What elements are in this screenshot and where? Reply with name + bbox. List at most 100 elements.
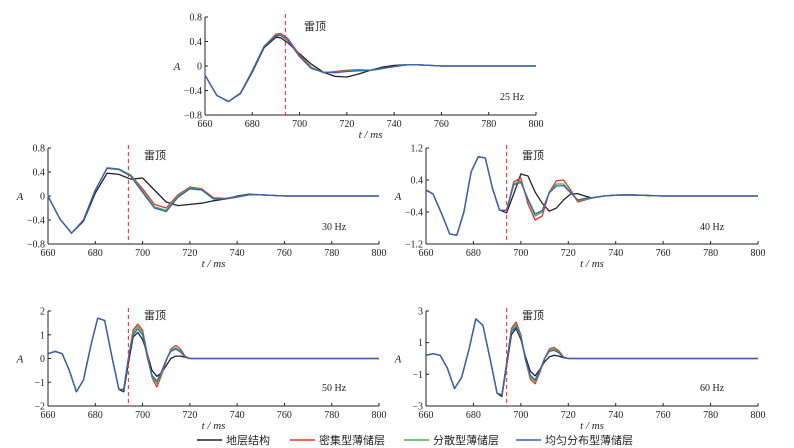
series-line-1	[47, 317, 379, 393]
series-line-3	[425, 318, 758, 396]
marker-annotation: 雷顶	[304, 20, 326, 33]
x-tick-label: 720	[182, 248, 197, 259]
x-tick-label: 660	[419, 410, 434, 421]
x-tick-label: 760	[277, 410, 292, 421]
x-tick-label: 680	[88, 410, 103, 421]
x-tick-label: 700	[292, 119, 307, 130]
x-tick-label: 760	[277, 248, 292, 259]
x-tick-label: 740	[608, 248, 623, 259]
x-tick-label: 680	[88, 248, 103, 259]
series-line-0	[204, 36, 536, 103]
x-axis-label: t / ms	[359, 129, 383, 141]
x-tick-label: 660	[41, 410, 56, 421]
x-tick-label: 760	[656, 248, 671, 259]
y-tick-label: 2	[40, 307, 45, 318]
marker-annotation: 雷顶	[522, 309, 544, 322]
series-line-3	[47, 167, 379, 234]
x-tick-label: 760	[434, 119, 449, 130]
legend-label-2: 分散型薄储层	[433, 433, 499, 447]
y-tick-label: −0.4	[405, 208, 423, 219]
series-line-3	[425, 156, 758, 236]
x-tick-label: 780	[324, 410, 339, 421]
x-axis-label: t / ms	[580, 258, 604, 270]
chart-panel-0: 660 680 700 720 740 760 780 800 −0.8 −0.4 0 0.4 0.8 t…	[173, 13, 544, 142]
y-axis-label: A	[16, 191, 24, 203]
x-axis-label: t / ms	[202, 258, 226, 270]
y-tick-label: 1.2	[411, 144, 424, 155]
chart-panel-1: 660 680 700 720 740 760 780 800 −0.8 −0.4 0 0.4 0.8 t…	[16, 144, 387, 271]
x-tick-label: 740	[230, 248, 245, 259]
legend: 地层结构 密集型薄储层 分散型薄储层 均匀分布型薄储层	[197, 433, 633, 447]
y-tick-label: 3	[418, 307, 423, 318]
x-axis-label: t / ms	[202, 420, 226, 432]
y-tick-label: 0.8	[33, 144, 46, 155]
y-tick-label: −3	[412, 402, 423, 413]
x-tick-label: 700	[135, 248, 150, 259]
y-tick-label: 0.4	[190, 37, 203, 48]
x-tick-label: 780	[481, 119, 496, 130]
y-tick-label: −0.4	[27, 216, 45, 227]
x-tick-label: 720	[561, 410, 576, 421]
y-tick-label: 0.8	[190, 13, 203, 24]
frequency-label: 40 Hz	[700, 222, 725, 233]
marker-annotation: 雷顶	[144, 309, 166, 322]
y-tick-label: 0	[197, 62, 202, 73]
frequency-label: 60 Hz	[700, 383, 725, 394]
x-tick-label: 800	[751, 410, 766, 421]
marker-annotation: 雷顶	[522, 149, 544, 162]
x-tick-label: 800	[372, 248, 387, 259]
x-tick-label: 780	[703, 410, 718, 421]
x-tick-label: 660	[198, 119, 213, 130]
x-tick-label: 740	[230, 410, 245, 421]
frequency-label: 30 Hz	[322, 222, 347, 233]
x-tick-label: 680	[466, 248, 481, 259]
x-tick-label: 760	[656, 410, 671, 421]
frequency-label: 25 Hz	[500, 92, 525, 103]
legend-label-1: 密集型薄储层	[319, 433, 385, 447]
x-tick-label: 780	[703, 248, 718, 259]
x-tick-label: 700	[135, 410, 150, 421]
x-tick-label: 780	[324, 248, 339, 259]
x-tick-label: 740	[387, 119, 402, 130]
y-tick-label: −1.2	[405, 240, 423, 251]
y-tick-label: −0.8	[27, 240, 45, 251]
series-line-3	[204, 34, 536, 103]
x-tick-label: 800	[372, 410, 387, 421]
y-tick-label: −1	[34, 378, 45, 389]
series-line-0	[47, 317, 379, 393]
x-tick-label: 700	[513, 248, 528, 259]
x-tick-label: 720	[339, 119, 354, 130]
y-tick-label: 1	[418, 338, 423, 349]
legend-label-0: 地层结构	[226, 433, 270, 447]
frequency-label: 50 Hz	[322, 383, 347, 394]
y-tick-label: −0.4	[184, 86, 202, 97]
chart-panel-2: 660 680 700 720 740 760 780 800 −1.2 −0.4 0.4 1.2 t …	[394, 144, 766, 271]
y-tick-label: 0.4	[33, 168, 46, 179]
x-tick-label: 680	[245, 119, 260, 130]
chart-panels: 660 680 700 720 740 760 780 800 −0.8 −0.4 0 0.4 0.8 t…	[16, 13, 766, 433]
series-line-2	[47, 317, 379, 393]
series-line-3	[47, 317, 379, 393]
x-tick-label: 720	[561, 248, 576, 259]
x-tick-label: 740	[608, 410, 623, 421]
y-axis-label: A	[394, 354, 402, 366]
x-tick-label: 800	[751, 248, 766, 259]
marker-annotation: 雷顶	[144, 149, 166, 162]
x-tick-label: 720	[182, 410, 197, 421]
x-tick-label: 700	[513, 410, 528, 421]
y-axis-label: A	[16, 354, 24, 366]
x-tick-label: 800	[529, 119, 544, 130]
x-tick-label: 660	[419, 248, 434, 259]
chart-panel-4: 660 680 700 720 740 760 780 800 −3 −1 1 3 t / ms A 雷顶 6…	[394, 307, 766, 433]
legend-label-3: 均匀分布型薄储层	[545, 433, 633, 447]
chart-panel-3: 660 680 700 720 740 760 780 800 −2 −1 0 1 2 t / ms A 雷顶…	[16, 307, 387, 433]
y-tick-label: 0.4	[411, 176, 424, 187]
y-axis-label: A	[173, 61, 181, 73]
y-tick-label: −0.8	[184, 111, 202, 122]
y-tick-label: −2	[34, 402, 45, 413]
x-tick-label: 660	[41, 248, 56, 259]
y-tick-label: 0	[40, 192, 45, 203]
x-axis-label: t / ms	[580, 420, 604, 432]
y-tick-label: 1	[40, 330, 45, 341]
y-tick-label: 0	[40, 354, 45, 365]
